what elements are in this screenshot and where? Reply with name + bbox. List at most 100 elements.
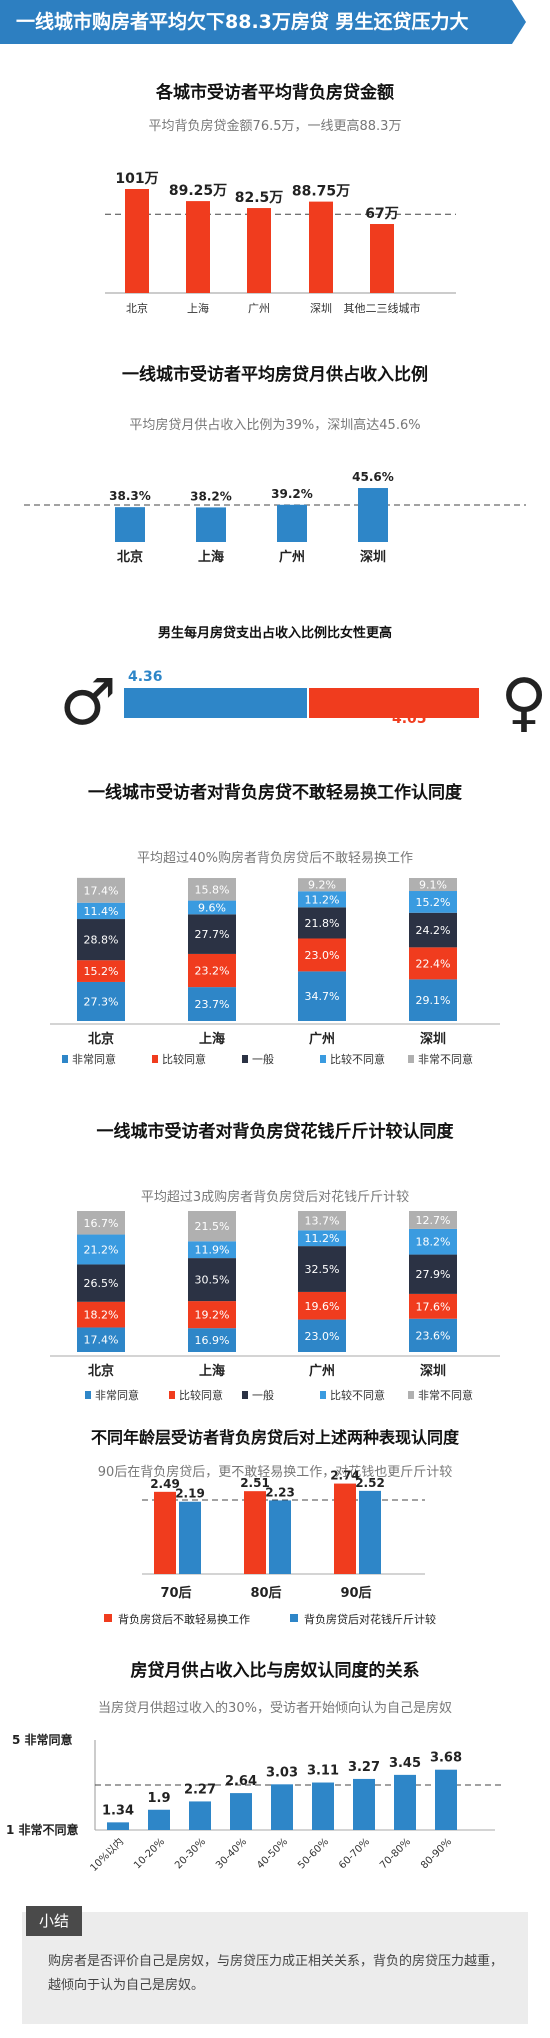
header-banner-arrow [512,0,526,44]
segment-label: 23.0% [305,1330,340,1343]
x-tick-label: 上海 [199,1031,225,1047]
stacked-segment [298,891,346,908]
legend-label: 非常不同意 [418,1052,473,1066]
stacked-segment [77,1234,125,1265]
x-tick-label: 30-40% [214,1836,249,1871]
stacked-segment [409,1318,457,1352]
data-label: 89.25万 [169,183,227,199]
bar [435,1769,457,1830]
bar [196,507,226,542]
bar [247,208,271,293]
segment-label: 16.7% [84,1217,119,1230]
data-label: 39.2% [271,487,313,501]
job-chart-subtitle: 平均超过40%购房者背负房贷后不敢轻易换工作 [137,851,413,866]
segment-label: 15.2% [416,896,451,909]
data-label: 2.51 [240,1476,270,1490]
male-symbol-icon: ♂ [59,666,116,740]
stacked-segment [409,1254,457,1294]
stacked-segment [77,877,125,903]
female-symbol-icon: ♀ [501,666,548,740]
stacked-segment [188,1211,236,1242]
legend-swatch [104,1614,112,1622]
legend-swatch [408,1055,414,1063]
ratio-chart-title: 一线城市受访者平均房贷月供占收入比例 [122,365,428,385]
legend-label: 背负房贷后对花钱斤斤计较 [304,1612,436,1626]
stacked-segment [77,902,125,920]
segment-label: 19.2% [195,1309,230,1322]
bar [107,1822,129,1830]
stacked-segment [188,1241,236,1259]
data-label: 2.74 [330,1469,360,1483]
segment-label: 9.2% [308,879,336,892]
page-title: 一线城市购房者平均欠下88.3万房贷 男生还贷压力大 [16,11,469,33]
stacked-segment [409,979,457,1021]
x-tick-label: 70后 [160,1585,191,1601]
stacked-segment [188,900,236,915]
x-tick-label: 广州 [309,1363,335,1379]
segment-label: 16.9% [195,1334,230,1347]
data-label: 67万 [365,206,398,222]
x-tick-label: 深圳 [310,302,332,315]
segment-label: 18.2% [84,1309,119,1322]
segment-label: 23.0% [305,949,340,962]
job-chart: 27.3% 15.2% 28.8% 11.4% 17.4% 北京 23.7% 23.2% 27.… [50,877,500,1066]
bar [359,1490,381,1574]
segment-label: 11.2% [305,893,340,906]
spend-chart-title: 一线城市受访者对背负房贷花钱斤斤计较认同度 [96,1122,454,1142]
x-tick-label: 上海 [187,301,209,315]
bar [244,1491,266,1574]
stacked-segment [77,1327,125,1352]
gender-chart-title: 男生每月房贷支出占收入比例比女性更高 [157,626,392,641]
bar [370,224,394,293]
x-tick-label: 广州 [279,549,305,565]
stacked-segment [409,1211,457,1229]
stacked-segment [188,987,236,1021]
data-label: 3.45 [389,1756,421,1771]
stacked-segment [298,1319,346,1352]
summary-text: 购房者是否评价自己是房奴，与房贷压力成正相关关系，背负的房贷压力越重，越倾向于认… [48,1954,504,1993]
age-chart: 2.492.19 70后 2.512.23 80后 2.742.52 90后背负房贷后不敢… [104,1469,436,1626]
stacked-segment [298,1246,346,1292]
legend-swatch [290,1614,298,1622]
stacked-segment [77,1211,125,1235]
bar [358,488,388,542]
x-tick-label: 50-60% [296,1836,331,1871]
bar-female [309,688,479,718]
segment-label: 17.6% [416,1300,451,1313]
stacked-segment [188,1301,236,1329]
stacked-segment [77,981,125,1021]
x-tick-label: 60-70% [337,1836,372,1871]
legend-swatch [242,1391,248,1399]
x-tick-label: 深圳 [420,1363,446,1379]
age-chart-subtitle: 90后在背负房贷后，更不敢轻易换工作，对花钱也更斤斤计较 [97,1465,453,1480]
data-label: 2.19 [175,1487,205,1501]
stacked-segment [77,960,125,982]
x-tick-label: 北京 [126,301,148,315]
legend-label: 非常不同意 [418,1388,473,1402]
stacked-segment [298,1230,346,1247]
stacked-segment [409,947,457,980]
segment-label: 30.5% [195,1274,230,1287]
data-label: 2.23 [265,1485,295,1499]
segment-label: 9.1% [419,879,447,892]
age-chart-title: 不同年龄层受访者背负房贷后对上述两种表现认同度 [90,1428,459,1447]
bar [271,1784,293,1830]
x-tick-label: 广州 [309,1031,335,1047]
summary-tag: 小结 [26,1906,82,1936]
segment-label: 23.2% [195,965,230,978]
x-tick-label: 上海 [198,549,224,565]
data-label: 2.27 [184,1782,216,1797]
bar [154,1491,176,1574]
legend-label: 一般 [252,1053,274,1066]
x-tick-label: 北京 [88,1363,114,1379]
bar [394,1774,416,1830]
data-label: 38.2% [190,489,232,503]
x-tick-label: 其他二三线城市 [344,301,421,315]
stacked-segment [409,1293,457,1319]
spend-chart-subtitle: 平均超过3成购房者背负房贷后对花钱斤斤计较 [140,1190,410,1205]
legend-swatch [169,1391,175,1399]
data-label: 38.3% [109,489,151,503]
male-value-label: 4.36 [128,669,163,685]
x-tick-label: 广州 [248,302,270,315]
legend-label: 比较同意 [162,1052,206,1066]
